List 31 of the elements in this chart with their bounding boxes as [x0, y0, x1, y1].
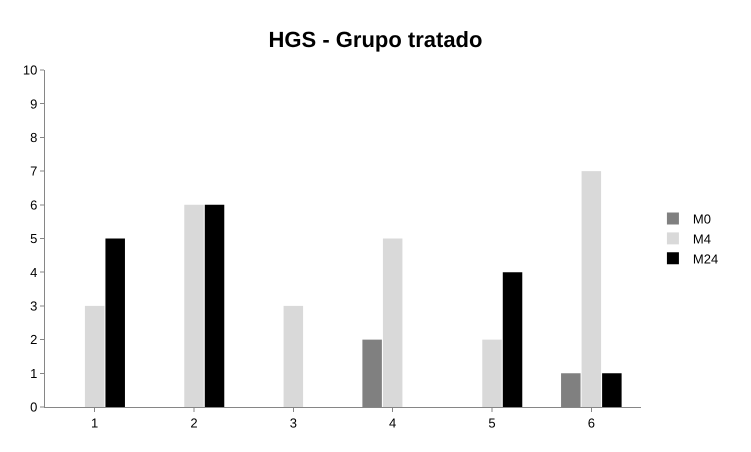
- bar: [602, 373, 622, 407]
- legend-label: M0: [692, 212, 711, 227]
- bar: [382, 238, 402, 407]
- bar: [184, 204, 204, 407]
- x-tick-label: 6: [588, 416, 595, 431]
- x-tick-label: 1: [91, 416, 98, 431]
- y-tick-label: 10: [22, 62, 38, 78]
- legend-label: M24: [692, 251, 718, 266]
- y-tick-label: 9: [30, 96, 38, 112]
- y-tick-label: 7: [30, 164, 38, 179]
- y-tick-label: 2: [30, 332, 38, 348]
- bar: [582, 171, 602, 407]
- y-tick-label: 0: [30, 400, 38, 415]
- bar: [105, 238, 125, 407]
- bar: [204, 204, 224, 407]
- x-tick-label: 3: [290, 416, 297, 431]
- x-tick-label: 5: [488, 416, 496, 431]
- x-tick-label: 4: [389, 416, 396, 431]
- bar: [84, 306, 104, 407]
- y-tick-label: 5: [30, 231, 38, 246]
- chart-title: HGS - Grupo tratado: [268, 27, 482, 52]
- bar: [482, 340, 502, 407]
- x-tick-label: 2: [190, 416, 198, 431]
- y-tick-label: 4: [30, 264, 38, 280]
- y-tick-label: 1: [30, 366, 38, 381]
- bar: [284, 306, 304, 407]
- legend-label: M4: [692, 231, 711, 246]
- y-tick-label: 3: [30, 298, 38, 314]
- y-tick-label: 6: [30, 197, 38, 212]
- y-tick-label: 8: [30, 130, 38, 145]
- bar: [502, 272, 522, 407]
